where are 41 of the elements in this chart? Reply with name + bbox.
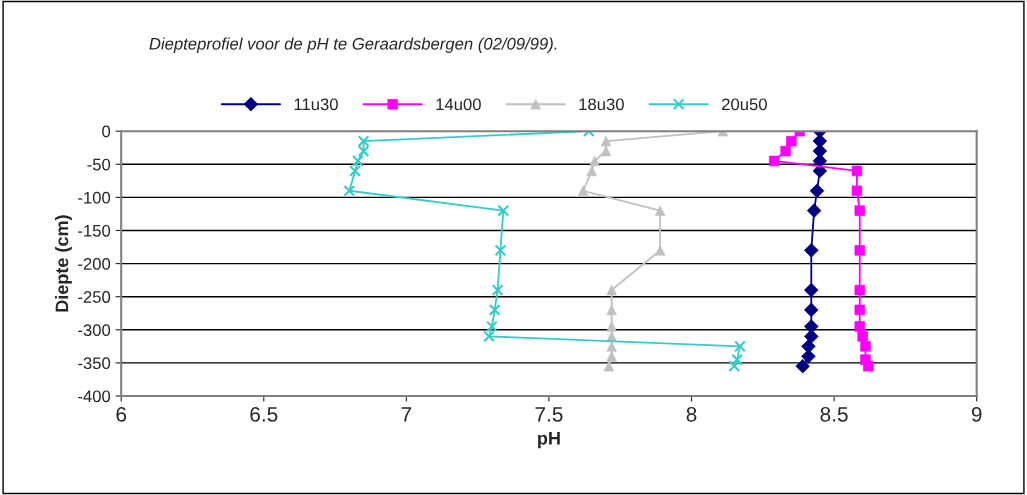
- point: [349, 165, 361, 177]
- x-tick-label: 7: [401, 407, 412, 422]
- point: [351, 155, 364, 167]
- y-tick-label: 0: [102, 125, 111, 138]
- legend-label: 20u50: [722, 98, 767, 111]
- point: [357, 145, 370, 157]
- x-tick-label: 6: [116, 406, 127, 422]
- point: [491, 284, 504, 296]
- point: [343, 184, 356, 197]
- x-tick-label: 9: [971, 406, 982, 422]
- chart-title: Diepteprofiel voor de pH te Geraardsbergen (02/09/99).: [149, 37, 557, 53]
- point: [769, 155, 780, 167]
- legend-label: 18u30: [579, 98, 624, 111]
- y-axis-title: Diepte (cm): [55, 215, 72, 312]
- y-tick-label: -50: [87, 158, 111, 171]
- x-tick-label: 8: [686, 406, 697, 422]
- point: [488, 304, 501, 316]
- y-tick-label: -200: [78, 257, 111, 270]
- point: [804, 302, 819, 318]
- point: [483, 330, 495, 343]
- point: [734, 340, 746, 353]
- y-tick-label: -300: [78, 324, 111, 336]
- point: [786, 135, 797, 147]
- x-tick-label: 7.5: [535, 407, 563, 422]
- y-tick-label: -400: [78, 390, 111, 403]
- y-tick-label: -250: [78, 291, 111, 303]
- legend-label: 11u30: [294, 98, 338, 111]
- point: [494, 244, 507, 257]
- legend-label: 14u00: [436, 98, 481, 111]
- x-axis-title: pH: [538, 432, 560, 449]
- y-tick-label: -150: [78, 224, 111, 237]
- point: [728, 360, 741, 373]
- x-tick-label: 8.5: [820, 406, 848, 422]
- point: [854, 304, 865, 316]
- y-tick-label: -350: [78, 357, 111, 370]
- point: [854, 284, 865, 296]
- y-tick-label: -100: [78, 191, 111, 204]
- point: [486, 320, 498, 333]
- point: [804, 282, 819, 298]
- point: [497, 204, 510, 217]
- x-tick-label: 6.5: [250, 406, 278, 422]
